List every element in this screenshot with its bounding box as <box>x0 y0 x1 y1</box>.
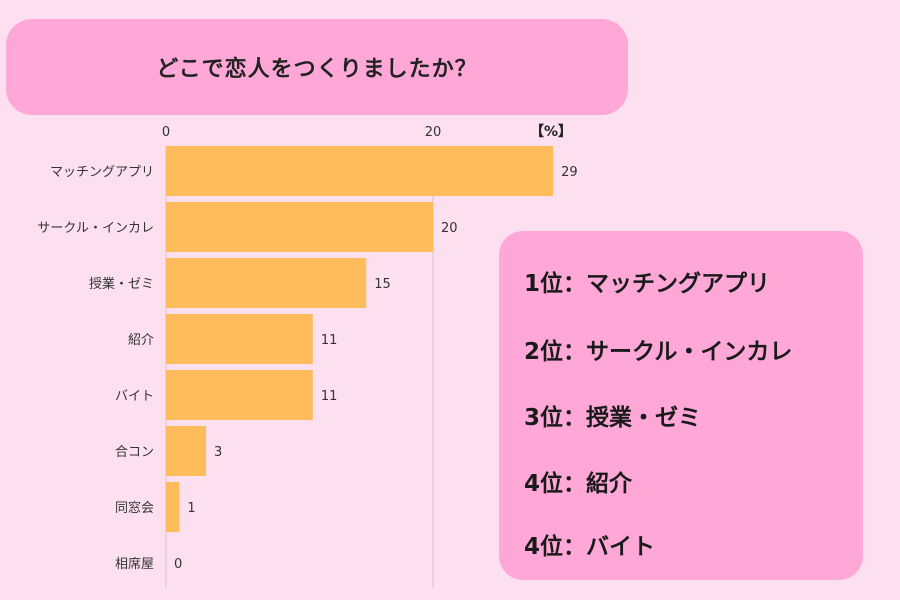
value-label-7: 0 <box>174 557 182 572</box>
value-label-5: 3 <box>214 445 222 460</box>
value-label-2: 15 <box>374 277 391 292</box>
ranking-panel: 1位：マッチングアプリ 2位：サークル・インカレ 3位：授業・ゼミ 4位：紹介 … <box>499 231 863 580</box>
value-label-6: 1 <box>187 501 195 516</box>
category-label-2: 授業・ゼミ <box>89 276 154 292</box>
ranking-item-3: 3位：授業・ゼミ <box>524 405 702 431</box>
chart-title: どこで恋人をつくりましたか？ <box>156 57 478 82</box>
bar-1 <box>166 202 433 252</box>
category-label-0: マッチングアプリ <box>50 165 154 180</box>
ranking-item-2: 2位：サークル・インカレ <box>524 339 793 365</box>
category-label-5: 合コン <box>115 445 154 460</box>
bar-5 <box>166 426 207 476</box>
bar-2 <box>166 258 367 308</box>
bar-0 <box>166 146 554 196</box>
category-label-7: 相席屋 <box>115 556 154 572</box>
category-label-6: 同窓会 <box>115 500 154 516</box>
value-label-3: 11 <box>321 333 338 348</box>
x-tick-label-0: 0 <box>162 125 170 140</box>
value-label-1: 20 <box>441 221 458 236</box>
bar-4 <box>166 370 313 420</box>
value-label-4: 11 <box>321 389 338 404</box>
bar-6 <box>166 482 180 532</box>
category-label-1: サークル・インカレ <box>37 221 154 236</box>
category-label-3: 紹介 <box>128 333 154 348</box>
ranking-item-4: 4位：紹介 <box>524 471 633 497</box>
title-banner: どこで恋人をつくりましたか？ <box>6 19 628 115</box>
ranking-item-1: 1位：マッチングアプリ <box>524 271 771 297</box>
axis-unit-label: 【%】 <box>530 124 572 140</box>
ranking-item-5: 4位：バイト <box>524 534 656 560</box>
bar-3 <box>166 314 313 364</box>
value-label-0: 29 <box>561 165 578 180</box>
category-label-4: バイト <box>115 389 154 404</box>
x-tick-label-20: 20 <box>425 125 442 140</box>
